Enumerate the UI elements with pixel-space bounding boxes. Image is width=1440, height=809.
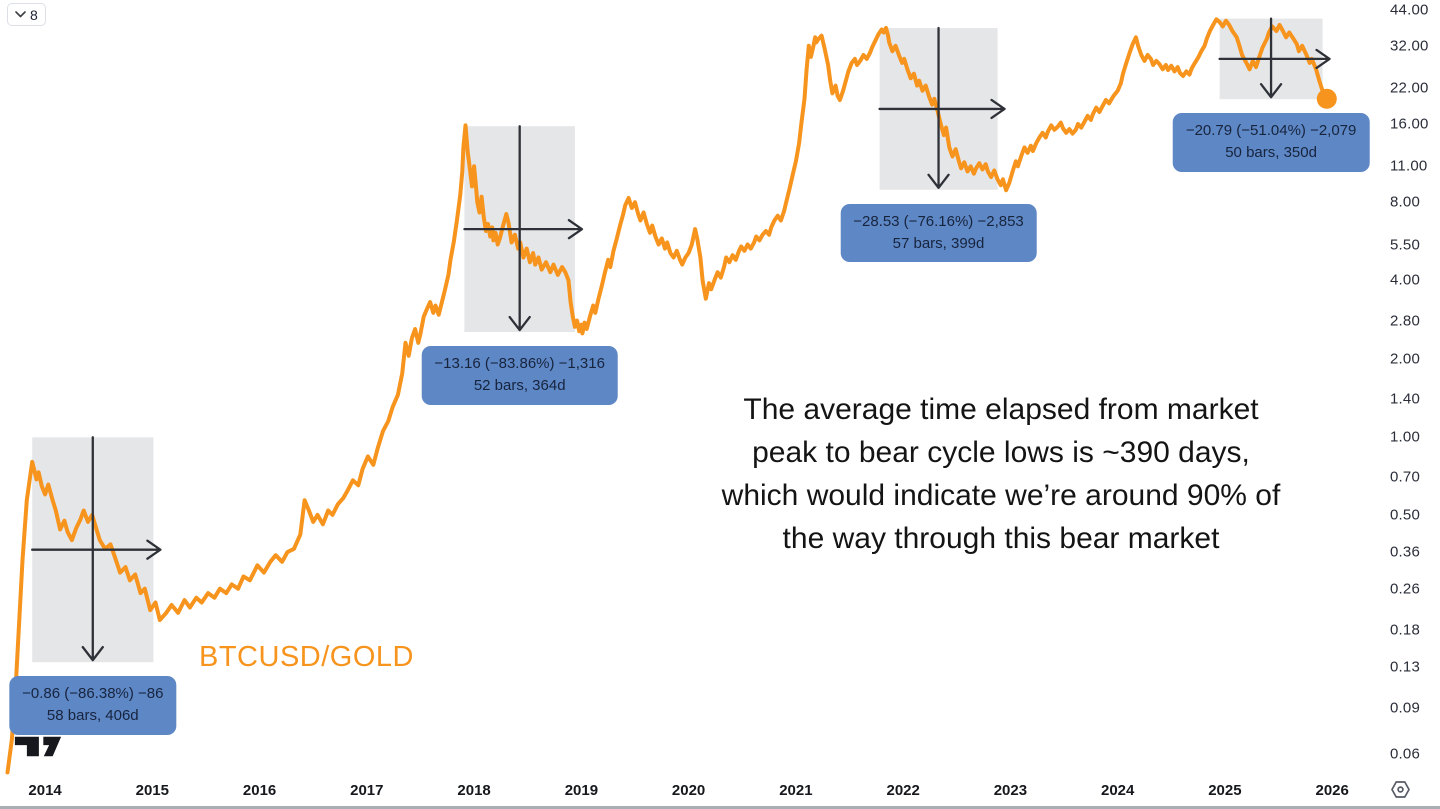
time-axis-year-label: 2018 [457, 782, 491, 799]
drawings-count: 8 [30, 6, 38, 23]
price-axis-tick-label: 0.06 [1390, 745, 1420, 763]
price-axis-tick-label: 0.13 [1390, 658, 1420, 676]
time-axis-year-label: 2023 [993, 782, 1028, 799]
measure-label-change: −13.16 (−83.86%) −1,316 [434, 355, 605, 373]
price-line [5, 17, 1329, 775]
time-axis-year-label: 2022 [886, 782, 920, 799]
annotation-note-line: The average time elapsed from market [743, 393, 1259, 426]
time-axis-year-label: 2014 [28, 782, 62, 799]
price-axis-tick-label: 0.36 [1390, 543, 1420, 561]
price-axis-tick-label: 2.00 [1390, 350, 1420, 368]
time-axis-year-label: 2024 [1101, 782, 1135, 799]
measure-arrow-right-icon [31, 539, 162, 560]
price-axis-tick-label: 2.80 [1390, 312, 1420, 330]
price-axis-tick-label: 0.18 [1390, 621, 1420, 639]
price-axis-tick-label: 32.00 [1390, 37, 1429, 55]
price-axis-settings-gear-icon[interactable] [1390, 780, 1411, 799]
price-axis-tick-label: 0.50 [1390, 506, 1420, 524]
price-axis-tick-label: 22.00 [1390, 79, 1429, 97]
time-axis-year-label: 2026 [1315, 782, 1349, 799]
annotation-note-line: the way through this bear market [782, 522, 1220, 555]
time-axis-year-label: 2025 [1208, 782, 1242, 799]
price-axis-tick-label: 1.40 [1390, 390, 1420, 408]
measure-label[interactable]: −13.16 (−83.86%) −1,316 52 bars, 364d [421, 346, 618, 405]
annotation-note-text[interactable]: The average time elapsed from market pea… [722, 388, 1281, 560]
measure-label[interactable]: −20.79 (−51.04%) −2,079 50 bars, 350d [1172, 113, 1370, 172]
drawings-count-button[interactable]: 8 [7, 3, 46, 26]
price-axis-tick-label: 4.00 [1390, 271, 1420, 289]
window-bottom-edge [0, 806, 1440, 809]
annotation-note-line: which would indicate we’re around 90% of [721, 479, 1281, 512]
price-axis-tick-label: 44.00 [1390, 1, 1429, 19]
time-axis-year-label: 2016 [242, 782, 277, 799]
symbol-watermark-text[interactable]: BTCUSD/GOLD [199, 641, 414, 673]
measure-label[interactable]: −28.53 (−76.16%) −2,853 57 bars, 399d [840, 203, 1037, 263]
measure-label-change: −0.86 (−86.38%) −86 [22, 685, 164, 703]
price-axis-tick-label: 8.00 [1390, 193, 1420, 211]
measure-label-duration: 52 bars, 364d [473, 376, 566, 394]
measure-arrow-right-icon [1218, 48, 1331, 70]
measure-label-duration: 57 bars, 399d [892, 234, 985, 252]
price-axis-tick-label: 0.26 [1390, 580, 1420, 598]
time-axis-year-label: 2015 [135, 782, 169, 799]
price-axis-tick-label: 16.00 [1390, 115, 1429, 133]
price-axis-tick-label: 11.00 [1390, 157, 1428, 175]
measure-label-duration: 58 bars, 406d [46, 706, 139, 724]
measure-arrow-right-icon [878, 98, 1006, 120]
price-axis-tick-label: 1.00 [1390, 428, 1420, 446]
measure-label-change: −28.53 (−76.16%) −2,853 [853, 212, 1024, 230]
time-axis-year-label: 2021 [779, 782, 813, 799]
time-axis-year-label: 2020 [671, 782, 706, 799]
time-axis-year-label: 2017 [350, 782, 384, 799]
tradingview-logo[interactable] [14, 734, 62, 759]
price-axis-tick-label: 0.09 [1390, 699, 1420, 717]
chevron-down-icon [15, 11, 26, 18]
annotation-note-line: peak to bear cycle lows is ~390 days, [752, 436, 1250, 469]
time-axis-year-label: 2019 [564, 782, 599, 799]
price-axis-tick-label: 5.50 [1390, 236, 1420, 253]
measure-arrow-right-icon [463, 218, 584, 240]
measure-label-change: −20.79 (−51.04%) −2,079 [1185, 122, 1357, 140]
measure-label-duration: 50 bars, 350d [1225, 143, 1317, 161]
measure-label[interactable]: −0.86 (−86.38%) −86 58 bars, 406d [9, 676, 177, 735]
price-axis-tick-label: 0.70 [1390, 468, 1420, 486]
last-price-marker [1316, 88, 1337, 109]
